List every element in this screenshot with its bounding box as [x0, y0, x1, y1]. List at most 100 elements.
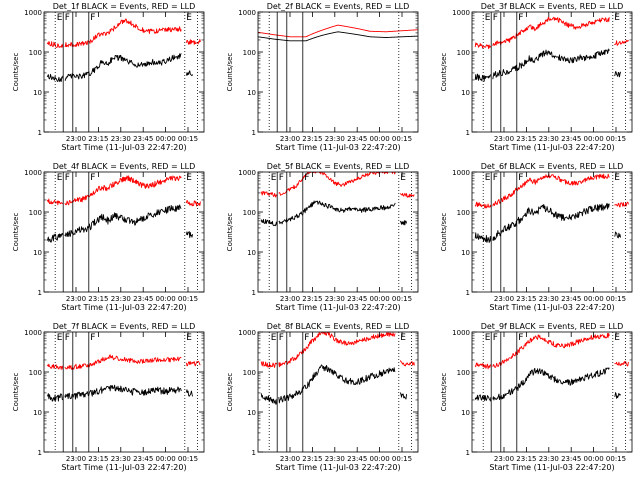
marker-label: E — [485, 13, 491, 23]
x-tick-label: 23:00 — [280, 135, 300, 143]
lld-line — [614, 361, 629, 367]
x-tick-label: 23:00 — [66, 455, 86, 463]
plot-frame — [471, 331, 633, 453]
x-tick-label: 00:00 — [370, 135, 390, 143]
x-tick-label: 00:00 — [584, 455, 604, 463]
marker-label: E — [614, 13, 620, 23]
lld-line — [185, 360, 201, 367]
plot-series-group — [46, 18, 201, 83]
lld-series — [46, 18, 201, 48]
x-tick-label: 23:45 — [347, 135, 367, 143]
lld-line — [64, 18, 182, 48]
x-tick-label: 00:15 — [392, 135, 412, 143]
plot-title: Det_9f BLACK = Events, RED = LLD — [481, 322, 624, 331]
y-tick-label: 10 — [33, 249, 42, 257]
plot-frame — [471, 171, 633, 293]
plot-title: Det_2f BLACK = Events, RED = LLD — [267, 2, 410, 11]
plot-frame — [257, 11, 419, 133]
lld-line — [46, 41, 64, 48]
y-axis-label: Counts/sec — [12, 373, 20, 412]
x-tick-label: 23:45 — [561, 295, 581, 303]
lld-line — [185, 38, 201, 45]
y-tick-label: 1 — [466, 289, 470, 297]
x-tick-label: 23:00 — [280, 295, 300, 303]
lld-series — [258, 24, 418, 38]
events-line — [474, 394, 492, 402]
plot-series-group — [46, 175, 201, 243]
marker-label: F — [304, 173, 309, 183]
y-axis-label: Counts/sec — [12, 53, 20, 92]
marker-label: E — [614, 173, 620, 183]
events-line — [614, 231, 622, 239]
y-axis-label: Counts/sec — [12, 213, 20, 252]
plot-series-group — [46, 354, 201, 402]
events-line — [492, 48, 610, 80]
marker-label: F — [279, 333, 284, 343]
events-series — [258, 31, 418, 42]
x-tick-label: 00:15 — [178, 295, 198, 303]
events-line — [64, 53, 182, 81]
x-tick-label: 00:00 — [156, 135, 176, 143]
y-tick-label: 10 — [461, 409, 470, 417]
x-axis-label: Start Time (11-Jul-03 22:47:20) — [61, 303, 186, 312]
y-tick-label: 1 — [252, 289, 256, 297]
y-tick-label: 10 — [33, 89, 42, 97]
y-tick-label: 1 — [466, 129, 470, 137]
plot-series-group — [474, 16, 629, 82]
lld-series — [260, 172, 415, 198]
marker-label: F — [65, 333, 70, 343]
lld-line — [185, 200, 201, 207]
events-series — [474, 48, 621, 82]
x-axis-label: Start Time (11-Jul-03 22:47:20) — [275, 303, 400, 312]
lld-line — [46, 198, 63, 206]
marker-label: E — [186, 333, 192, 343]
y-tick-label: 100 — [457, 49, 470, 57]
events-line — [185, 231, 194, 239]
x-tick-label: 23:30 — [111, 455, 131, 463]
x-tick-label: 23:15 — [302, 295, 322, 303]
marker-label: F — [518, 333, 523, 343]
x-tick-label: 23:15 — [302, 455, 322, 463]
x-tick-label: 23:45 — [347, 295, 367, 303]
lld-line — [614, 39, 629, 46]
plot-frame — [43, 11, 205, 133]
x-tick-label: 23:30 — [325, 295, 345, 303]
plot-title: Det_3f BLACK = Events, RED = LLD — [481, 2, 624, 11]
plot-series-group — [260, 332, 415, 405]
y-axis-label: Counts/sec — [226, 213, 234, 252]
lld-line — [260, 361, 278, 368]
y-tick-label: 10 — [247, 249, 256, 257]
x-tick-label: 23:15 — [516, 455, 536, 463]
y-axis-label: Counts/sec — [440, 213, 448, 252]
lld-line — [474, 42, 492, 50]
y-tick-label: 1000 — [238, 169, 256, 177]
x-tick-label: 23:00 — [494, 135, 514, 143]
marker-label: F — [279, 173, 284, 183]
events-series — [474, 202, 622, 244]
marker-label: F — [65, 173, 70, 183]
marker-label: F — [493, 333, 498, 343]
events-series — [46, 204, 194, 243]
x-tick-label: 23:45 — [561, 455, 581, 463]
plot-frame — [43, 331, 205, 453]
lld-series — [260, 332, 415, 368]
x-axis-label: Start Time (11-Jul-03 22:47:20) — [61, 463, 186, 472]
y-tick-label: 100 — [243, 49, 256, 57]
x-tick-label: 23:30 — [111, 295, 131, 303]
marker-label: F — [518, 13, 523, 23]
x-tick-label: 23:00 — [494, 455, 514, 463]
events-line — [260, 393, 278, 405]
y-tick-label: 10 — [247, 89, 256, 97]
events-line — [474, 73, 491, 82]
plot-frame — [257, 331, 419, 453]
y-tick-label: 10 — [33, 409, 42, 417]
marker-label: F — [304, 333, 309, 343]
x-tick-label: 23:00 — [280, 455, 300, 463]
lld-line — [64, 354, 182, 370]
events-line — [64, 384, 182, 400]
detector-plot-2: Det_2f BLACK = Events, RED = LLD 1 10 100 10… — [226, 2, 419, 152]
